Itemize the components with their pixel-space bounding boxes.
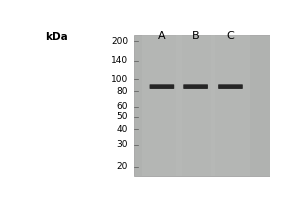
Bar <box>134 35 270 176</box>
Bar <box>176 35 215 176</box>
Text: 40: 40 <box>117 125 128 134</box>
Bar <box>211 35 250 176</box>
Text: A: A <box>158 31 166 41</box>
Text: 20: 20 <box>117 162 128 171</box>
Text: 140: 140 <box>111 56 128 65</box>
Text: 200: 200 <box>111 37 128 46</box>
FancyBboxPatch shape <box>183 84 208 89</box>
Text: 50: 50 <box>117 112 128 121</box>
Text: 30: 30 <box>117 140 128 149</box>
Bar <box>142 35 182 176</box>
FancyBboxPatch shape <box>150 84 174 89</box>
Text: kDa: kDa <box>45 32 68 42</box>
Text: C: C <box>226 31 234 41</box>
FancyBboxPatch shape <box>218 84 243 89</box>
Text: B: B <box>192 31 200 41</box>
Text: 80: 80 <box>117 87 128 96</box>
Text: 100: 100 <box>111 75 128 84</box>
Text: 60: 60 <box>117 102 128 111</box>
